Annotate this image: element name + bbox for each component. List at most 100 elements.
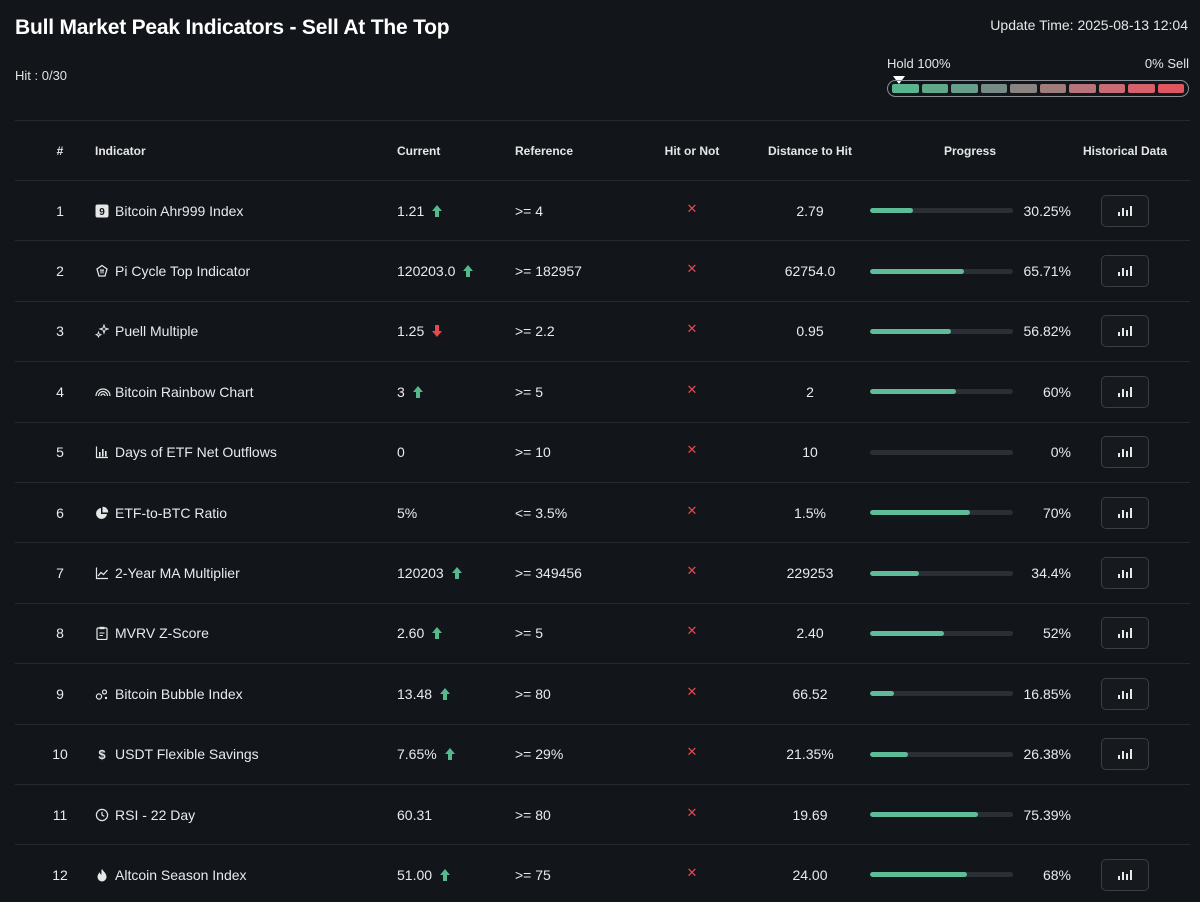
historical-data-button[interactable]: [1101, 496, 1149, 529]
x-mark-icon: ✕: [686, 321, 698, 337]
indicator-name[interactable]: RSI - 22 Day: [115, 806, 196, 823]
progress-label: 70%: [1042, 504, 1071, 521]
historical-data-button[interactable]: [1101, 194, 1149, 227]
indicator-name[interactable]: 2-Year MA Multiplier: [115, 565, 240, 582]
distance-value: 62754.0: [784, 263, 836, 280]
indicator-name[interactable]: Puell Multiple: [115, 323, 199, 340]
bar-chart-icon: [1118, 326, 1132, 337]
distance-value: 66.52: [792, 685, 828, 702]
distance-value: 21.35%: [786, 746, 834, 763]
indicators-table: # Indicator Current Reference Hit or Not…: [15, 120, 1190, 902]
indicator-cell[interactable]: 9 Bitcoin Ahr999 Index: [95, 181, 243, 240]
reference-value: >= 80: [515, 685, 551, 702]
historical-data-button[interactable]: [1101, 375, 1149, 408]
arrow-up-icon: [432, 627, 443, 640]
progress-bar: [870, 785, 1013, 844]
indicator-name[interactable]: ETF-to-BTC Ratio: [115, 504, 228, 521]
arrow-up-icon: [444, 748, 455, 761]
progress-track: [870, 268, 1013, 274]
row-number: 6: [56, 504, 64, 521]
svg-text:9: 9: [99, 207, 105, 218]
update-time: Update Time: 2025-08-13 12:04: [990, 17, 1188, 33]
indicator-cell[interactable]: RSI - 22 Day: [95, 785, 195, 844]
indicator-name[interactable]: Bitcoin Rainbow Chart: [115, 383, 254, 400]
current-value: 5%: [397, 504, 418, 521]
current-cell: 1.21: [397, 181, 443, 240]
reference-value: >= 5: [515, 625, 544, 642]
historical-data-button[interactable]: [1101, 617, 1149, 650]
x-mark-icon: ✕: [686, 442, 698, 458]
historical-cell: [1081, 725, 1169, 784]
gauge-hold-label: Hold 100%: [887, 56, 951, 71]
clock-icon: [95, 808, 109, 822]
progress-bar: [870, 845, 1013, 902]
table-row: 8 MVRV Z-Score 2.60 >= 5 ✕ 2.40 52%: [15, 604, 1190, 665]
progress-fill: [870, 268, 964, 274]
current-value: 120203.0: [397, 263, 456, 280]
x-mark-icon: ✕: [686, 381, 698, 397]
gauge-segment: [951, 84, 978, 93]
historical-cell: [1081, 302, 1169, 361]
indicator-name[interactable]: USDT Flexible Savings: [115, 746, 259, 763]
historical-cell: [1081, 181, 1169, 240]
progress-fill: [870, 208, 914, 214]
historical-data-button[interactable]: [1101, 436, 1149, 469]
bar-chart-icon: [1118, 205, 1132, 216]
row-number: 10: [52, 746, 68, 763]
indicator-cell[interactable]: Puell Multiple: [94, 302, 199, 361]
x-mark-icon: ✕: [686, 744, 698, 760]
historical-data-button[interactable]: [1101, 677, 1149, 710]
historical-data-button[interactable]: [1101, 255, 1149, 288]
progress-bar: [870, 181, 1013, 240]
indicator-name[interactable]: Days of ETF Net Outflows: [115, 444, 277, 461]
current-cell: 3: [397, 362, 423, 421]
historical-data-button[interactable]: [1101, 315, 1149, 348]
indicator-cell[interactable]: Bitcoin Rainbow Chart: [95, 362, 254, 421]
indicator-cell[interactable]: MVRV Z-Score: [95, 604, 209, 663]
flame-icon: [95, 868, 109, 882]
indicator-cell[interactable]: 2-Year MA Multiplier: [95, 543, 240, 602]
current-value: 120203: [397, 565, 444, 582]
indicator-cell[interactable]: Days of ETF Net Outflows: [95, 423, 277, 482]
bubbles-icon: [95, 687, 109, 701]
indicator-cell[interactable]: Altcoin Season Index: [95, 845, 247, 902]
header-current: Current: [397, 143, 441, 158]
progress-bar: [870, 604, 1013, 663]
progress-bar: [870, 241, 1013, 300]
gauge-segment: [1128, 84, 1155, 93]
indicator-cell[interactable]: Pi Cycle Top Indicator: [95, 241, 250, 300]
gauge-segment: [1098, 84, 1125, 93]
indicator-name[interactable]: Pi Cycle Top Indicator: [115, 263, 251, 280]
indicator-cell[interactable]: $ USDT Flexible Savings: [95, 725, 259, 784]
bar-chart-icon: [1118, 507, 1132, 518]
historical-cell: [1081, 543, 1169, 602]
indicator-name[interactable]: Bitcoin Bubble Index: [115, 685, 243, 702]
gauge-segment: [1010, 84, 1037, 93]
indicator-name[interactable]: Altcoin Season Index: [115, 866, 247, 883]
indicator-name[interactable]: Bitcoin Ahr999 Index: [115, 202, 244, 219]
historical-data-button[interactable]: [1101, 738, 1149, 771]
hold-sell-gauge: [887, 80, 1189, 97]
current-cell: 0: [397, 423, 405, 482]
historical-data-button[interactable]: [1101, 557, 1149, 590]
historical-data-button[interactable]: [1101, 858, 1149, 891]
distance-value: 1.5%: [794, 504, 826, 521]
x-mark-icon: ✕: [686, 864, 698, 880]
current-value: 3: [397, 383, 405, 400]
indicator-cell[interactable]: ETF-to-BTC Ratio: [95, 483, 227, 542]
indicator-name[interactable]: MVRV Z-Score: [115, 625, 209, 642]
progress-bar: [870, 362, 1013, 421]
historical-cell: [1081, 483, 1169, 542]
current-value: 51.00: [397, 866, 433, 883]
current-cell: 120203.0: [397, 241, 474, 300]
row-number: 1: [56, 202, 64, 219]
x-mark-icon: ✕: [686, 200, 698, 216]
progress-track: [870, 208, 1013, 214]
table-row: 2 Pi Cycle Top Indicator 120203.0 >= 182957…: [15, 241, 1190, 302]
row-number: 12: [52, 866, 68, 883]
historical-cell: [1081, 423, 1169, 482]
bar-chart-icon: [1118, 266, 1132, 277]
distance-value: 2.40: [796, 625, 824, 642]
indicator-cell[interactable]: Bitcoin Bubble Index: [95, 664, 243, 723]
progress-track: [870, 389, 1013, 395]
